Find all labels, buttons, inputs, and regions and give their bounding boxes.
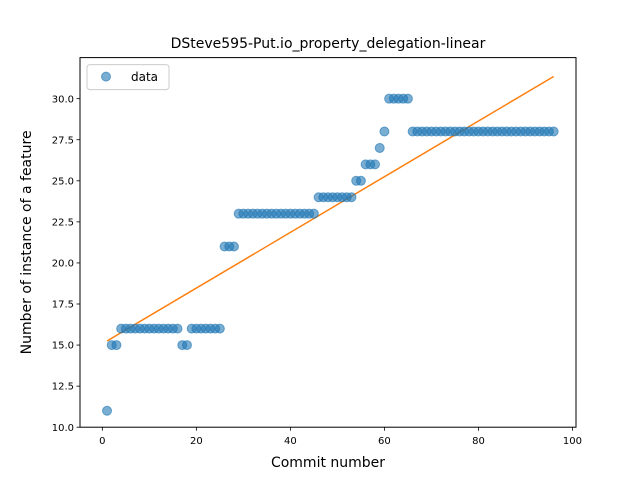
y-tick-label: 10.0 — [52, 423, 74, 434]
x-axis-label: Commit number — [271, 455, 385, 471]
legend-label-data: data — [131, 70, 158, 84]
chart-title: DSteve595-Put.io_property_delegation-lin… — [171, 36, 486, 52]
x-axis-ticks: 0 20 40 60 80 100 — [99, 427, 582, 447]
y-tick-label: 30.0 — [52, 94, 74, 105]
fit-layer — [106, 75, 555, 342]
y-tick-label: 20.0 — [52, 259, 74, 270]
y-tick-label: 15.0 — [52, 341, 74, 352]
y-tick-label: 17.5 — [52, 300, 74, 311]
x-tick-label: 0 — [99, 436, 105, 447]
data-point — [111, 340, 122, 351]
legend-box — [86, 64, 170, 91]
data-point — [346, 192, 357, 203]
y-axis-ticks: 10.0 12.5 15.0 17.5 20.0 22.5 25.0 27.5 30.0 — [52, 94, 80, 434]
plot-frame — [79, 57, 577, 428]
data-point — [214, 323, 225, 334]
data-point — [228, 241, 239, 252]
plot-background — [80, 57, 576, 428]
legend: data — [86, 64, 170, 91]
y-tick-label: 22.5 — [52, 217, 74, 228]
data-point — [379, 126, 390, 137]
data-point — [181, 340, 192, 351]
points-layer — [102, 93, 559, 416]
x-tick-label: 80 — [472, 436, 485, 447]
x-tick-label: 20 — [190, 436, 203, 447]
data-point — [374, 142, 385, 153]
data-point — [172, 323, 183, 334]
data-point — [308, 208, 319, 219]
data-point — [355, 175, 366, 186]
x-tick-label: 100 — [563, 436, 582, 447]
x-tick-label: 40 — [284, 436, 297, 447]
y-tick-label: 27.5 — [52, 135, 74, 146]
legend-marker-data — [101, 71, 111, 82]
fit-line — [106, 75, 555, 342]
data-point — [102, 405, 113, 416]
y-tick-label: 25.0 — [52, 176, 74, 187]
y-axis-label: Number of instance of a feature — [19, 130, 35, 354]
x-tick-label: 60 — [378, 436, 391, 447]
plot-area — [79, 57, 577, 428]
data-point — [402, 93, 413, 104]
data-point — [548, 126, 559, 137]
y-tick-label: 12.5 — [52, 382, 74, 393]
data-point — [370, 159, 381, 170]
